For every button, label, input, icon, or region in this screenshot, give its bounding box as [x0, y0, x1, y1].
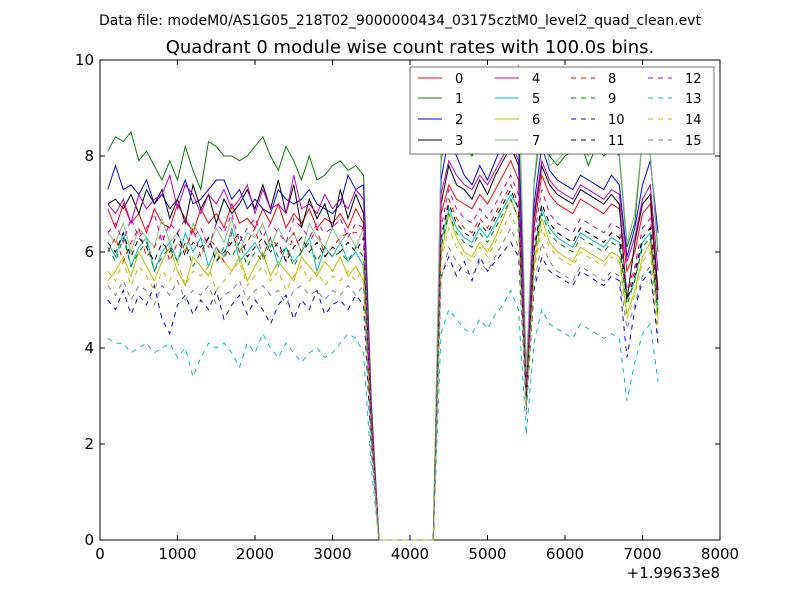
x-tick-label: 8000 [701, 545, 739, 563]
x-tick-label: 4000 [391, 545, 429, 563]
x-tick-label: 5000 [468, 545, 506, 563]
series-group [107, 64, 659, 541]
x-tick-label: 2000 [236, 545, 274, 563]
legend-label-4: 4 [532, 72, 540, 87]
y-tick-label: 2 [84, 435, 94, 453]
x-tick-label: 6000 [546, 545, 584, 563]
legend-label-1: 1 [455, 92, 463, 107]
x-tick-label: 3000 [313, 545, 351, 563]
legend-label-7: 7 [532, 134, 540, 149]
series-11-line [107, 188, 659, 541]
legend-label-11: 11 [608, 134, 625, 149]
legend-label-8: 8 [608, 72, 616, 87]
x-tick-label: 7000 [623, 545, 661, 563]
y-tick-label: 8 [84, 147, 94, 165]
figure-suptitle: Data file: modeM0/AS1G05_218T02_90000004… [99, 13, 701, 29]
x-offset-label: +1.99633e8 [627, 564, 720, 582]
legend-label-14: 14 [685, 113, 702, 128]
legend-label-5: 5 [532, 92, 540, 107]
y-tick-label: 0 [84, 531, 94, 549]
legend-label-13: 13 [685, 92, 702, 107]
y-tick-label: 4 [84, 339, 94, 357]
legend-label-6: 6 [532, 113, 540, 128]
y-tick-label: 6 [84, 243, 94, 261]
series-15-line [107, 226, 659, 541]
legend-label-2: 2 [455, 113, 463, 128]
legend-label-10: 10 [608, 113, 625, 128]
legend-frame [409, 66, 715, 155]
series-14-line [107, 212, 659, 541]
legend-label-12: 12 [685, 72, 702, 87]
x-tick-label: 0 [95, 545, 105, 563]
legend-label-0: 0 [455, 72, 463, 87]
legend-label-9: 9 [608, 92, 616, 107]
x-tick-label: 1000 [158, 545, 196, 563]
y-tick-label: 10 [75, 51, 94, 69]
series-10-line [107, 241, 659, 541]
legend-label-15: 15 [685, 134, 702, 149]
chart-title: Quadrant 0 module wise count rates with … [166, 37, 655, 58]
legend-label-3: 3 [455, 134, 463, 149]
